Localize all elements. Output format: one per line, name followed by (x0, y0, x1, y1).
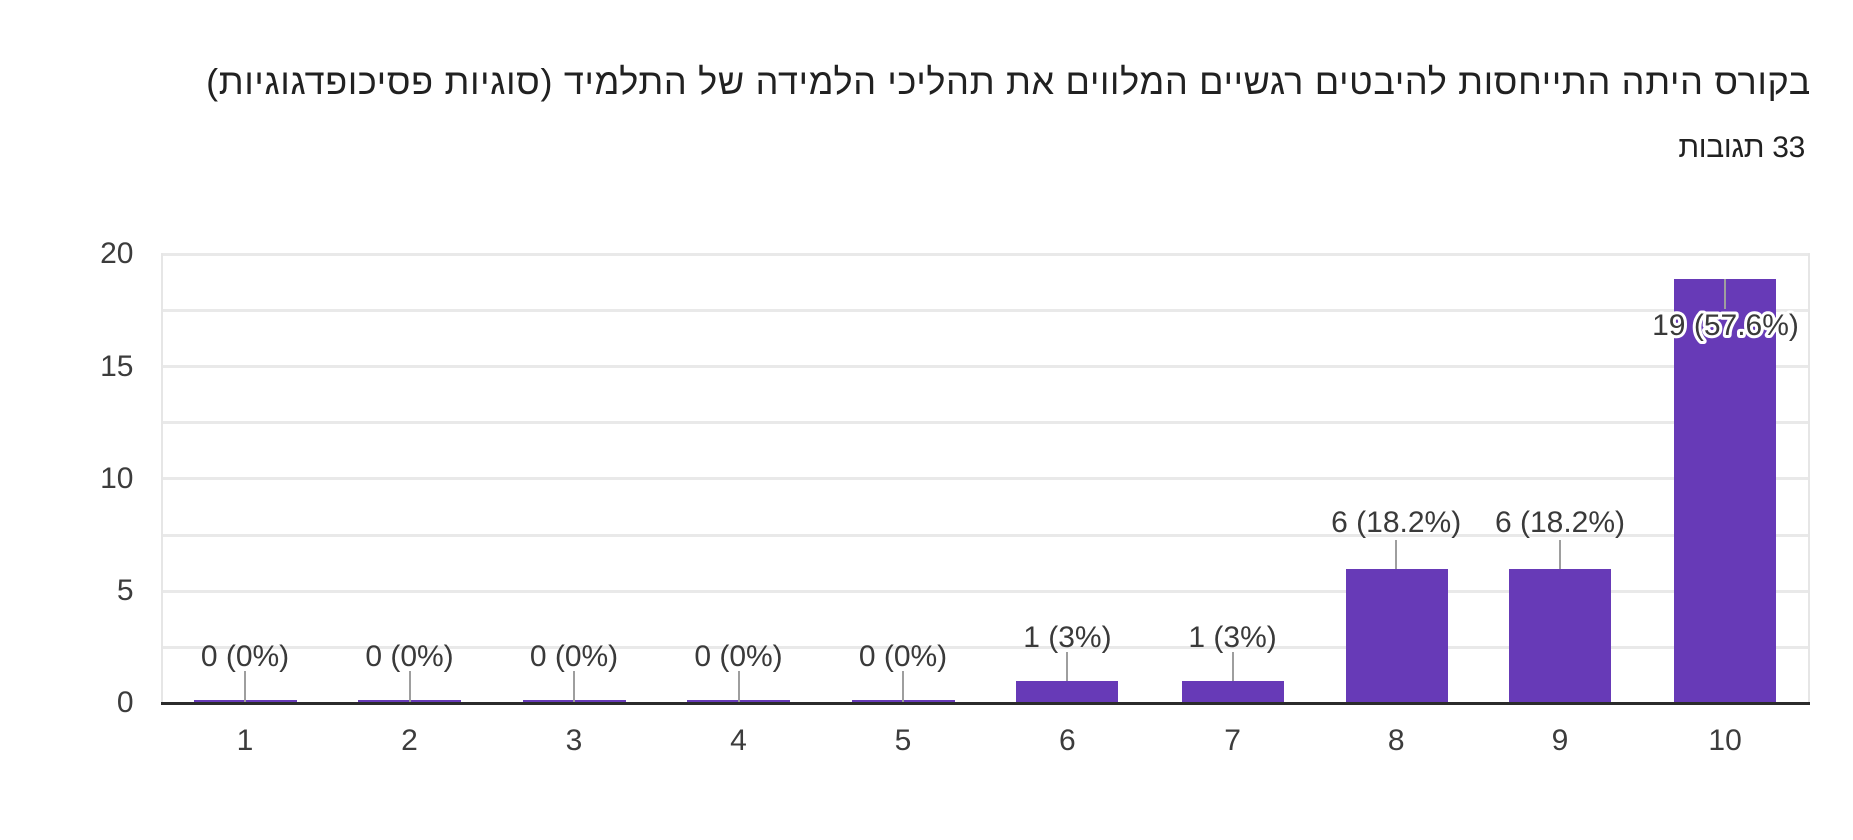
svg-text:19 (57.6%): 19 (57.6%) (1652, 309, 1799, 342)
